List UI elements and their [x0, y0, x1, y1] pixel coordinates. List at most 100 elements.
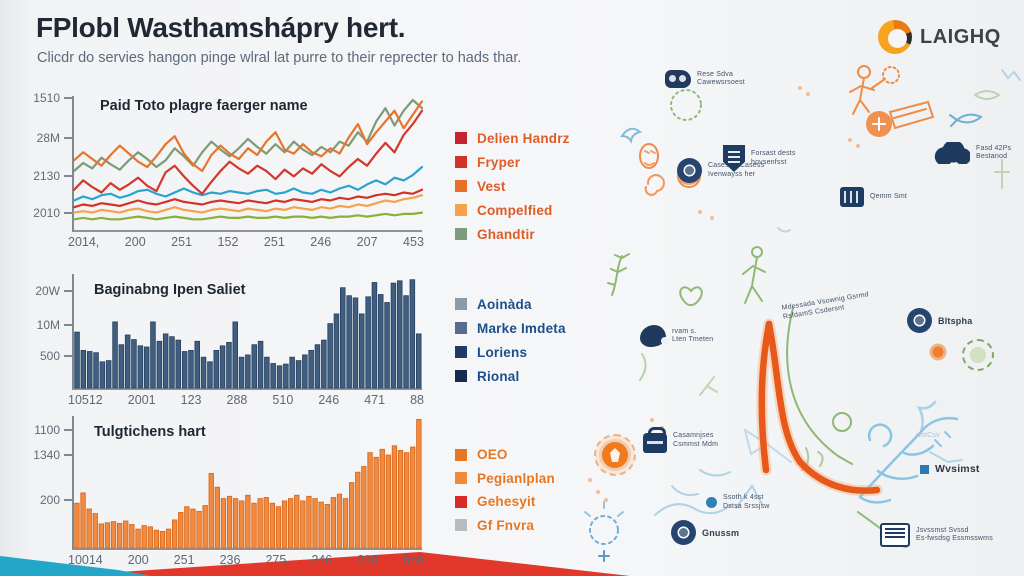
legend-label: Rional [477, 368, 520, 384]
map-node-label-line: Forsast dests [751, 150, 796, 157]
bar [321, 339, 327, 389]
legend-label: Ghandtir [477, 226, 535, 242]
legend-item: Aoinàda [455, 292, 566, 316]
bar [270, 363, 276, 389]
y-axis-ticks: 20W 10M 500 [30, 274, 73, 388]
bar [416, 419, 422, 549]
x-tick-label: 88 [410, 393, 424, 407]
bar [213, 350, 219, 389]
bar [269, 502, 276, 549]
sun-icon [594, 434, 636, 476]
map-node: Wvsimst [920, 463, 980, 476]
bar [172, 519, 178, 549]
bar [245, 354, 251, 389]
bar [318, 501, 324, 549]
legend-item: Compelfied [455, 198, 570, 222]
bar [137, 345, 144, 389]
x-tick-label: 246 [318, 393, 340, 407]
bar [302, 354, 308, 389]
bar [129, 524, 135, 549]
legend-item: Ghandtir [455, 222, 570, 246]
bar [300, 500, 306, 549]
y-tick-label: 1340 [33, 448, 72, 462]
map-node-label: Gnussm [702, 528, 739, 538]
legend-label: Vest [477, 178, 506, 194]
bar-chart-svg [74, 419, 422, 549]
x-tick-label: 207 [356, 235, 378, 249]
x-tick-label: 2001 [127, 393, 156, 407]
map-node-label: Ssoth k 4sst Dstsa Srssjsw [723, 494, 770, 511]
bar [202, 505, 208, 549]
x-tick-label: 251 [263, 235, 285, 249]
stamp-icon [962, 339, 994, 371]
legend-label: Fryper [477, 154, 521, 170]
bar [377, 294, 384, 389]
bar [135, 528, 141, 549]
bar [385, 454, 392, 549]
bar [238, 356, 245, 389]
bar [289, 356, 295, 389]
bar [156, 340, 163, 389]
bar [409, 279, 416, 389]
bar [117, 522, 123, 549]
legend-swatch-icon [455, 346, 467, 358]
line-series [72, 100, 424, 173]
bar [131, 339, 137, 389]
bar [333, 313, 340, 389]
bar [314, 344, 321, 389]
bar [281, 500, 288, 549]
legend-item: Pegianlplan [455, 467, 555, 491]
bar [276, 365, 283, 389]
orange-bar-chart-legend: OEO Pegianlplan Gehesyit Gf Fnvra [455, 443, 555, 537]
bar [150, 321, 156, 389]
bar [104, 522, 111, 549]
bar [232, 498, 239, 549]
legend-item: Vest [455, 174, 570, 198]
bar [190, 508, 196, 549]
bar [294, 494, 300, 549]
bar [348, 482, 355, 549]
chart-title: Paid Toto plagre faerger name [100, 98, 308, 114]
bar [295, 360, 302, 389]
legend-label: Gf Fnvra [477, 517, 535, 533]
marker-icon [920, 465, 929, 474]
legend-label: Aoinàda [477, 296, 532, 312]
legend-swatch-icon [455, 204, 467, 216]
legend-item: Delien Handrz [455, 126, 570, 150]
line-series [72, 165, 424, 202]
y-tick-label: 2130 [33, 169, 72, 183]
bar [184, 506, 190, 549]
legend-item: Rional [455, 364, 566, 388]
burst-icon [925, 339, 951, 365]
map-node-label-line: Wvsimst [935, 463, 980, 476]
bar [361, 466, 367, 549]
map-node: Jsvssmst Svssd Es-fwsdsg Essmsswms [880, 523, 993, 547]
map-node: wstCsv [916, 432, 940, 441]
map-node-label: Fasd 42Ps Bestanod [976, 145, 1011, 162]
bar [196, 510, 202, 549]
map-node: Ssoth k 4sst Dstsa Srssjsw [706, 494, 770, 511]
map-node [962, 339, 994, 371]
bar [245, 494, 251, 549]
map-node: Gnussm [671, 520, 739, 545]
bar [264, 356, 270, 389]
legend-item: Fryper [455, 150, 570, 174]
chart-title: Baginabng Ipen Saliet [94, 282, 246, 298]
map-node-label: Bltspha [938, 316, 972, 326]
map-node: Rese Sdva Cawewsrsoest [665, 70, 745, 88]
map-node-label-line: Lten Tmeten [672, 336, 714, 343]
legend-swatch-icon [455, 322, 467, 334]
map-node [925, 339, 951, 365]
bar [112, 321, 118, 389]
bar [336, 493, 343, 549]
x-tick-label: 123 [180, 393, 202, 407]
shield-icon [723, 145, 745, 172]
x-tick-label: 288 [226, 393, 248, 407]
bar [99, 361, 106, 389]
bar [105, 360, 112, 389]
y-tick-label: 28M [36, 131, 73, 145]
blue-bar-chart-section: Baginabng Ipen Saliet 20W 10M 500 10512 200… [30, 274, 424, 410]
map-node-label-line: Cawewsrsoest [697, 79, 745, 86]
legend-swatch-icon [455, 180, 467, 192]
